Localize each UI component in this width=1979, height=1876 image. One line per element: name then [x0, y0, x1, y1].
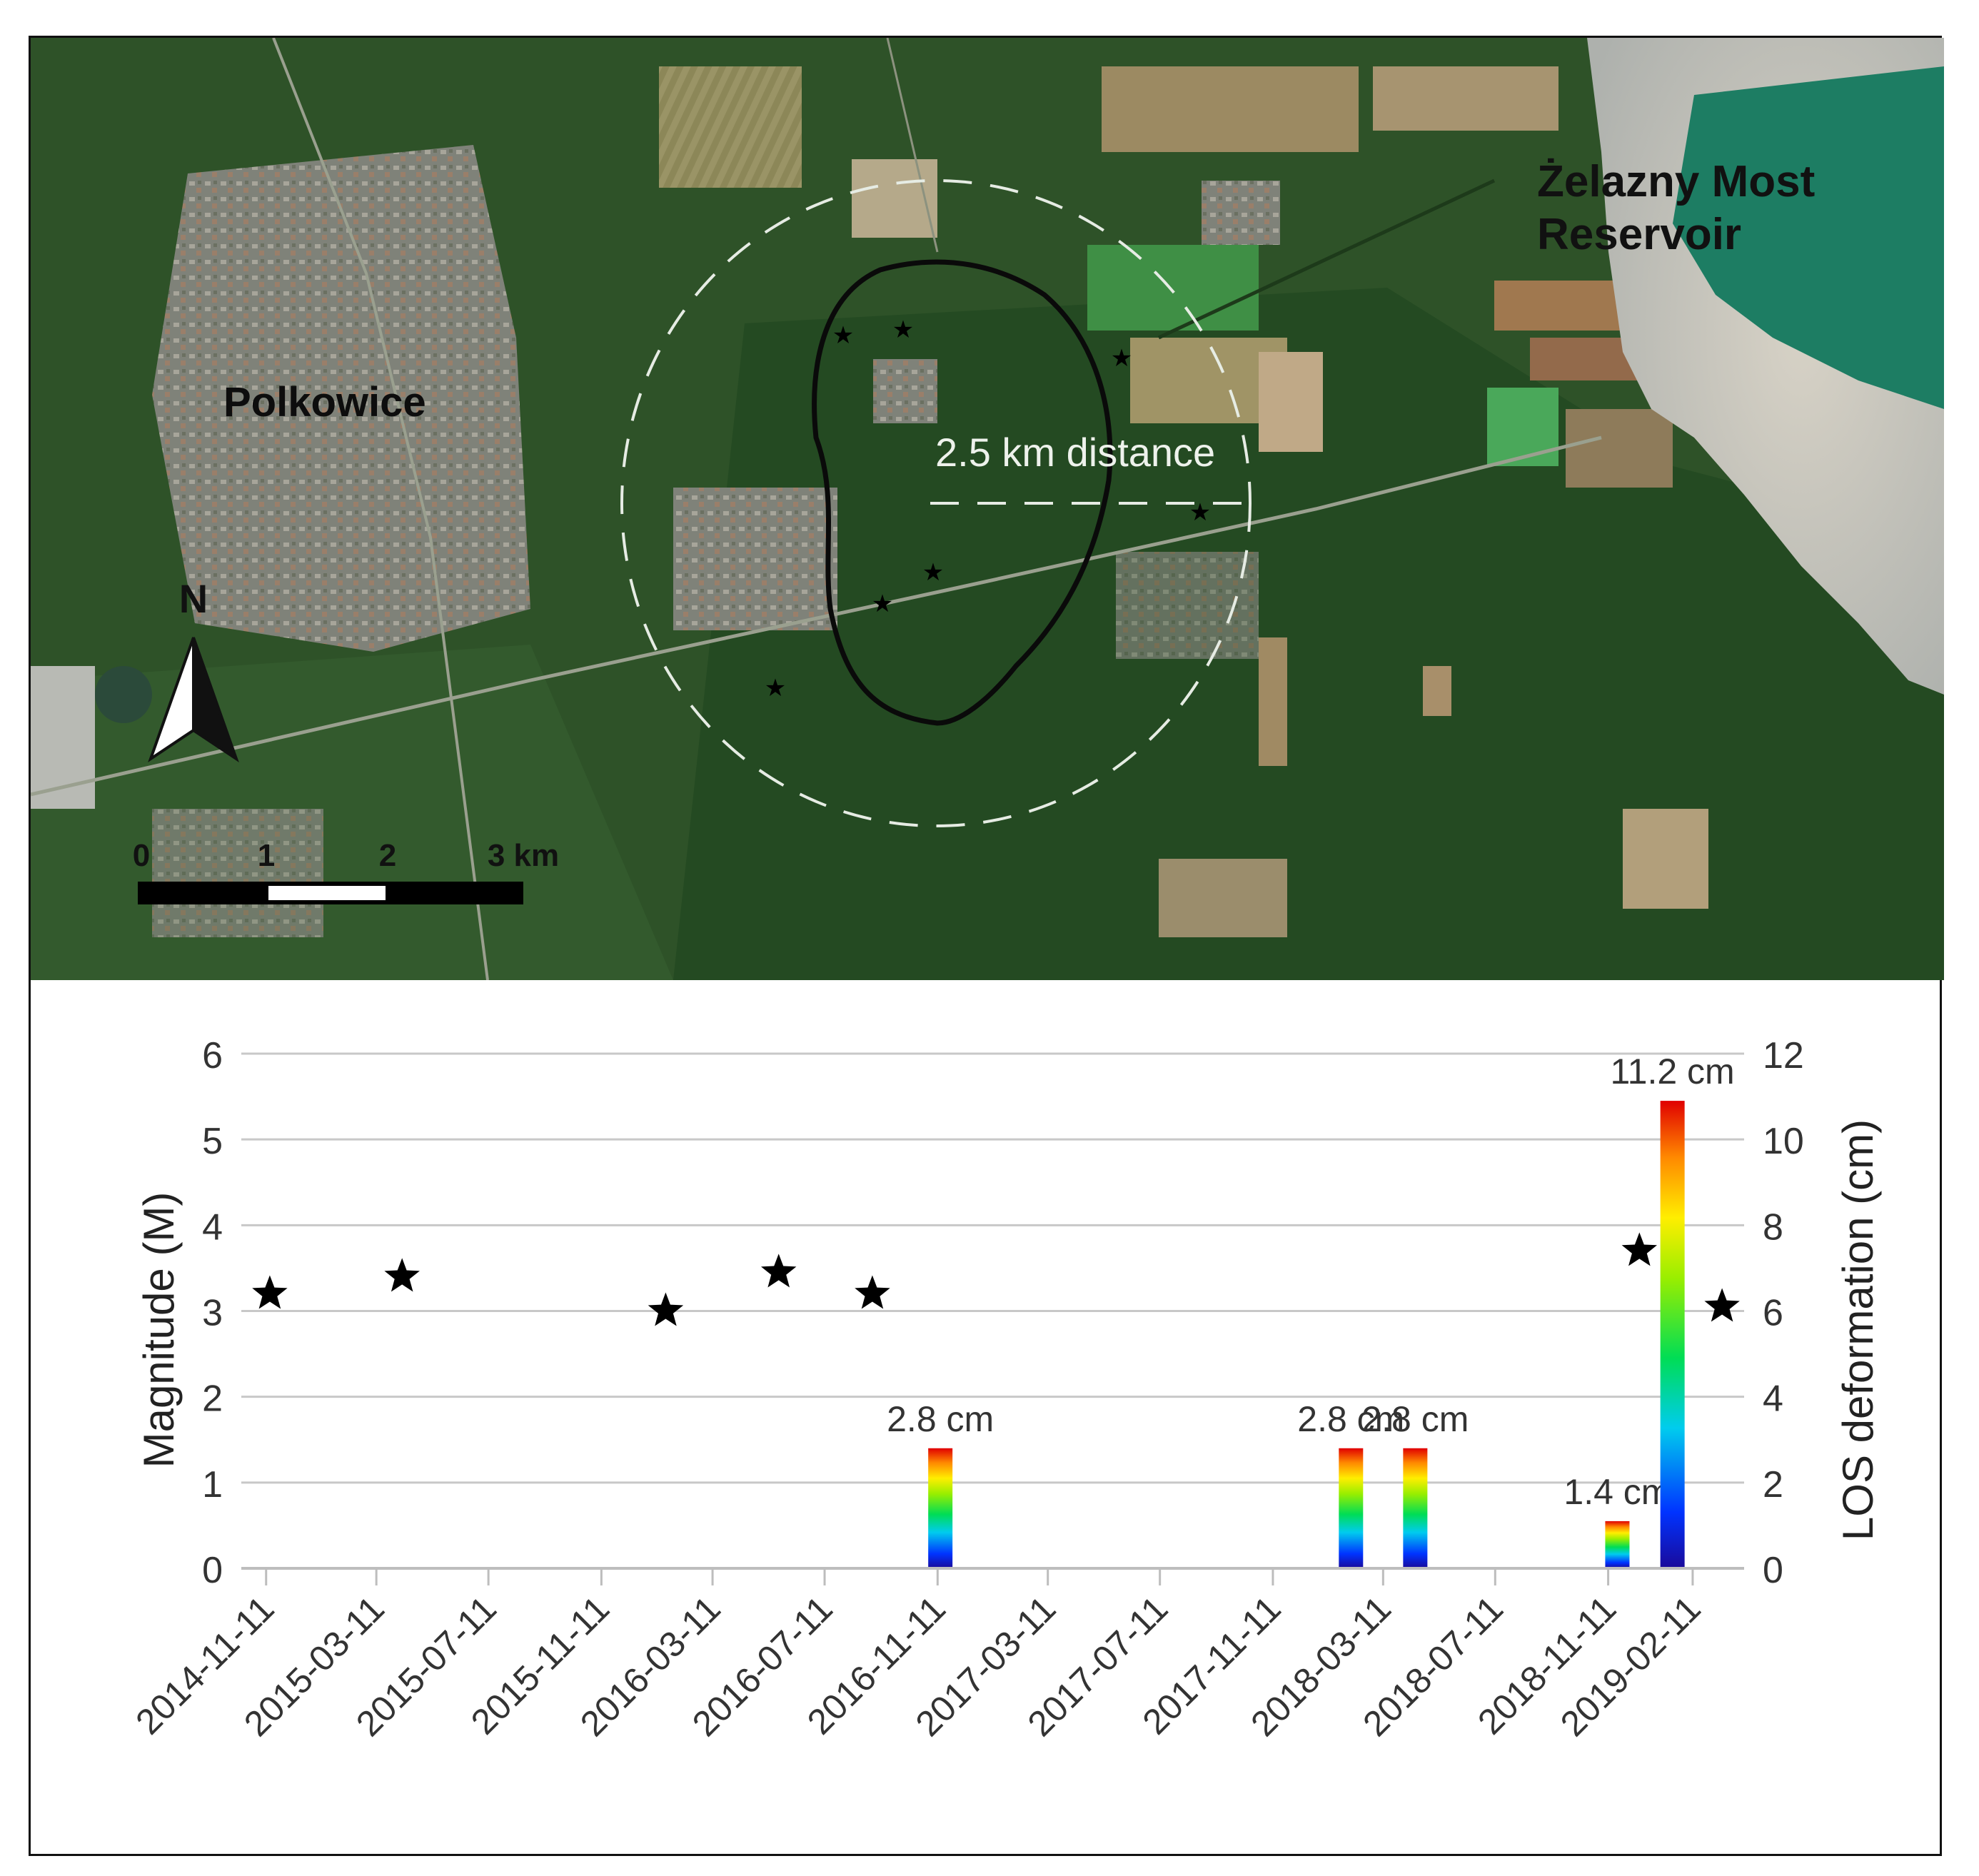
industrial-area — [873, 359, 937, 423]
radius-label: 2.5 km distance — [935, 430, 1215, 475]
magnitude-star — [252, 1275, 288, 1309]
scale-tick-label: 3 km — [488, 838, 559, 873]
road — [886, 38, 939, 253]
industrial-area — [673, 488, 837, 630]
magnitude-star — [855, 1275, 890, 1309]
bar-data-label: 11.2 cm — [1611, 1052, 1735, 1091]
y-axis-title: Magnitude (M) — [135, 1192, 183, 1468]
magnitude-stars — [252, 1232, 1740, 1326]
scale-segment — [138, 882, 266, 904]
gridlines — [241, 1052, 1744, 1570]
epicenter-stars: ★ ★ ★ ★ ★ ★ ★ — [765, 316, 1211, 702]
y2-tick-label: 6 — [1763, 1293, 1783, 1334]
scale-bar: 0 1 2 3 km — [133, 838, 559, 904]
los-bar — [1339, 1448, 1364, 1568]
field — [1623, 809, 1708, 909]
epicenter-star: ★ — [1111, 345, 1132, 372]
bar-data-label: 1.4 cm — [1563, 1472, 1671, 1512]
industrial-tanks — [31, 666, 95, 809]
village — [1202, 181, 1280, 245]
bar-data-label: 2.8 cm — [1297, 1399, 1404, 1439]
road — [272, 38, 489, 980]
bar-data-label: 2.8 cm — [887, 1399, 994, 1439]
rail-line — [1157, 178, 1496, 340]
industrial-south — [152, 809, 323, 937]
y-tick-label: 4 — [202, 1206, 223, 1248]
field — [1102, 66, 1359, 152]
north-arrow-right — [192, 637, 239, 762]
los-bar — [1403, 1448, 1428, 1568]
y-tick-label: 5 — [202, 1121, 223, 1162]
field — [1373, 66, 1558, 131]
bar-data-label: 2.8 cm — [1361, 1399, 1469, 1439]
y-tick-label: 3 — [202, 1293, 223, 1334]
y-tick-label: 6 — [202, 1035, 223, 1076]
y2-tick-label: 0 — [1763, 1550, 1783, 1591]
y-tick-label: 2 — [202, 1378, 223, 1420]
field — [1259, 352, 1323, 452]
green-field — [1087, 245, 1259, 331]
road — [31, 435, 1602, 797]
epicenter-star: ★ — [1189, 499, 1211, 526]
axes: 01234560246810122014-11-112015-03-112015… — [128, 1035, 1804, 1744]
reservoir-water — [1673, 66, 1944, 409]
magnitude-star — [1704, 1288, 1740, 1322]
epicenter-star: ★ — [832, 322, 854, 349]
epicenter-star: ★ — [765, 675, 786, 702]
reservoir-label-line2: Reservoir — [1537, 210, 1741, 259]
scale-tick-label: 2 — [379, 838, 396, 873]
magnitude-star — [1621, 1232, 1657, 1266]
y2-tick-label: 2 — [1763, 1464, 1783, 1506]
y2-tick-label: 8 — [1763, 1206, 1783, 1248]
los-bar — [1605, 1521, 1630, 1568]
magnitude-star — [648, 1292, 684, 1326]
y2-tick-label: 12 — [1763, 1035, 1804, 1076]
y2-tick-label: 10 — [1763, 1121, 1804, 1162]
y2-axis-title: LOS deformation (cm) — [1834, 1119, 1882, 1540]
town-label: Polkowice — [223, 379, 426, 425]
reservoir-label-line1: Żelazny Most — [1537, 157, 1815, 206]
magnitude-star — [384, 1258, 420, 1292]
field — [852, 159, 937, 238]
field — [1159, 859, 1287, 937]
north-arrow: N — [148, 576, 239, 762]
radius-circle — [620, 179, 1252, 827]
scale-segment — [388, 882, 523, 904]
y-tick-label: 1 — [202, 1464, 223, 1506]
field — [1423, 666, 1451, 716]
magnitude-star — [761, 1254, 797, 1288]
epicenter-star: ★ — [922, 559, 944, 586]
field — [1566, 409, 1673, 488]
epicenter-star: ★ — [872, 590, 893, 617]
y2-tick-label: 4 — [1763, 1378, 1783, 1420]
los-bar — [928, 1448, 953, 1568]
satellite-map: ★ ★ ★ ★ ★ ★ ★ Polkowice Żelazny Most Res… — [31, 38, 1944, 980]
epicenter-star: ★ — [892, 316, 914, 343]
los-bar — [1660, 1101, 1685, 1568]
figure: ★ ★ ★ ★ ★ ★ ★ Polkowice Żelazny Most Res… — [29, 36, 1944, 1856]
field — [659, 66, 802, 188]
pond — [95, 666, 152, 723]
scale-tick-label: 1 — [258, 838, 275, 873]
field — [1259, 637, 1287, 766]
scale-tick-label: 0 — [133, 838, 150, 873]
y-tick-label: 0 — [202, 1550, 223, 1591]
polkowice-urban — [152, 145, 530, 652]
deformation-contour — [812, 259, 1113, 726]
north-label: N — [179, 576, 208, 621]
